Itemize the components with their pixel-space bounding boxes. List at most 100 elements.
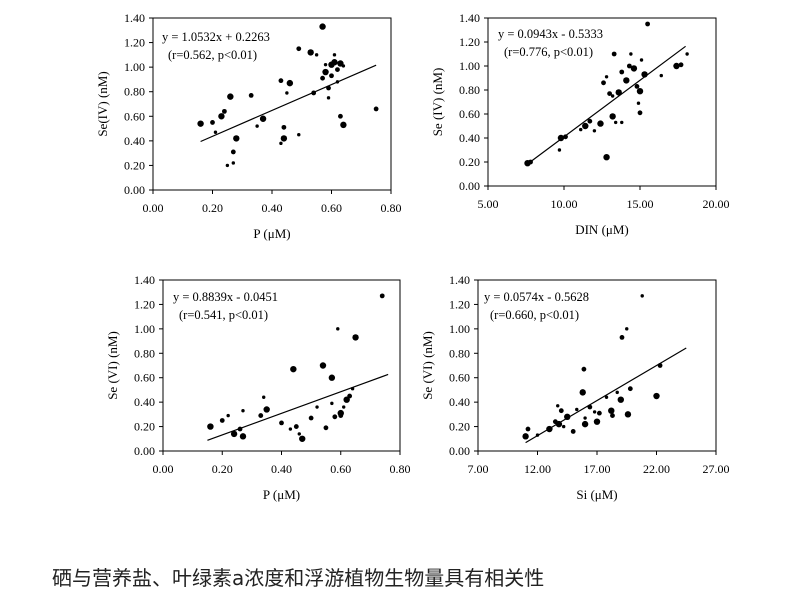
chart1-data-point (233, 135, 240, 142)
chart1-data-point (227, 93, 234, 100)
chart4-data-point (610, 413, 615, 418)
chart3-data-point (379, 293, 385, 299)
chart1-data-point (255, 124, 259, 128)
chart1-xaxis-title: P (μM) (253, 226, 290, 241)
chart1-ytick-label: 0.40 (124, 134, 145, 148)
chart3-data-point (230, 430, 238, 438)
chart1-data-point (307, 49, 314, 56)
chart3-data-point (343, 396, 350, 403)
chart1-data-point (314, 53, 319, 57)
chart3-trend-line (207, 373, 389, 441)
chart4-data-point (619, 335, 625, 340)
chart4-data-point (583, 416, 587, 420)
chart1-data-point (286, 79, 294, 87)
chart2-data-point (636, 101, 641, 105)
chart3-xtick-label: 0.40 (271, 462, 292, 476)
chart3-data-point (239, 433, 247, 440)
chart1-ytick-label: 0.80 (124, 85, 145, 99)
chart1-data-point (329, 73, 334, 79)
chart2-data-point (607, 91, 612, 96)
chart4-data-point (653, 392, 660, 400)
chart1-data-point (218, 113, 225, 120)
chart2-data-point (673, 62, 680, 70)
chart1-data-point (280, 135, 288, 142)
chart1-data-point (326, 85, 331, 91)
chart3-data-point (293, 424, 299, 429)
chart2-ytick-label: 0.00 (459, 179, 480, 193)
chart3-data-point (315, 405, 319, 409)
chart4-yaxis-title: Se (VI) (nM) (420, 331, 435, 400)
chart2-data-point (610, 94, 615, 98)
chart1-data-point (248, 93, 254, 98)
chart3-data-point (219, 418, 225, 423)
chart2-data-point (637, 110, 643, 116)
chart4-data-point (535, 433, 540, 437)
chart3-ytick-label: 1.20 (134, 297, 155, 311)
chart3-equation-line: (r=0.541, p<0.01) (179, 308, 268, 322)
chart1-yaxis-title: Se(IV) (nM) (95, 71, 110, 136)
chart1-data-point (279, 141, 283, 146)
chart3-yaxis-title: Se (VI) (nM) (105, 331, 120, 400)
chart3-data-point (338, 413, 344, 418)
chart3-data-point (330, 401, 334, 406)
chart4-xtick-label: 22.00 (643, 462, 670, 476)
chart2-data-point (582, 122, 589, 130)
chart3-data-point (237, 426, 243, 432)
chart2-ytick-label: 1.20 (459, 35, 480, 49)
chart2-data-point (615, 89, 622, 96)
chart3-data-point (226, 413, 230, 418)
chart1-data-point (335, 67, 340, 72)
chart3-data-point (241, 408, 245, 413)
figure-caption: 硒与营养盐、叶绿素a浓度和浮游植物生物量具有相关性 (52, 566, 545, 590)
chart3-data-point (263, 406, 270, 413)
chart3-xtick-label: 0.20 (212, 462, 233, 476)
chart4-data-point (615, 390, 619, 395)
chart3-xtick-label: 0.80 (390, 462, 411, 476)
chart3-xtick-label: 0.60 (330, 462, 351, 476)
chart3-data-point (350, 387, 355, 391)
chart2-data-point (678, 62, 684, 68)
chart4-equation-line: (r=0.660, p<0.01) (490, 308, 579, 322)
chart3-data-point (332, 414, 338, 420)
chart2-data-point (603, 154, 610, 161)
chart2-xtick-label: 20.00 (703, 197, 730, 211)
chart3-data-point (347, 393, 353, 399)
chart2-ytick-label: 0.40 (459, 131, 480, 145)
chart1-data-point (319, 23, 326, 30)
chart2-data-point (611, 51, 617, 57)
chart2-xtick-label: 10.00 (551, 197, 578, 211)
chart1-data-point (341, 64, 346, 68)
chart4-data-point (564, 413, 571, 420)
chart4-data-point (657, 363, 663, 368)
chart4-data-point (581, 420, 589, 428)
chart1-ytick-label: 0.20 (124, 158, 145, 172)
chart2-data-point (659, 73, 663, 78)
chart4-plot-frame (477, 279, 717, 452)
chart2-data-point (587, 118, 593, 124)
chart4-data-point (581, 366, 587, 372)
chart4-data-point (593, 418, 601, 425)
chart3-data-point (290, 365, 297, 373)
chart2-trend-line (525, 45, 686, 166)
chart4-data-point (604, 395, 609, 399)
chart2-data-point (613, 120, 618, 125)
chart1-data-point (278, 78, 284, 84)
chart4-data-point (546, 425, 553, 433)
chart3-ytick-label: 0.00 (134, 444, 155, 458)
chart1-data-point (231, 161, 236, 165)
chart1-data-point (281, 124, 287, 130)
chart1-xtick-label: 0.80 (381, 201, 402, 215)
chart4-data-point (570, 429, 576, 434)
chart4-data-point (608, 407, 615, 414)
chart4-ytick-label: 0.00 (449, 444, 470, 458)
chart4-data-point (525, 426, 531, 432)
chart2-data-point (619, 69, 625, 75)
chart4-xtick-label: 12.00 (524, 462, 551, 476)
chart1-data-point (225, 163, 230, 168)
chart4-data-point (625, 327, 629, 331)
chart4-data-point (558, 408, 564, 414)
charts-figure: 0.00 0.20 0.40 0.60 0.80 1.00 1.20 1.40 0.00 0.20… (95, 11, 730, 502)
chart4-data-point (592, 410, 597, 414)
chart1-data-point (320, 75, 325, 81)
chart2-data-point (597, 120, 604, 127)
